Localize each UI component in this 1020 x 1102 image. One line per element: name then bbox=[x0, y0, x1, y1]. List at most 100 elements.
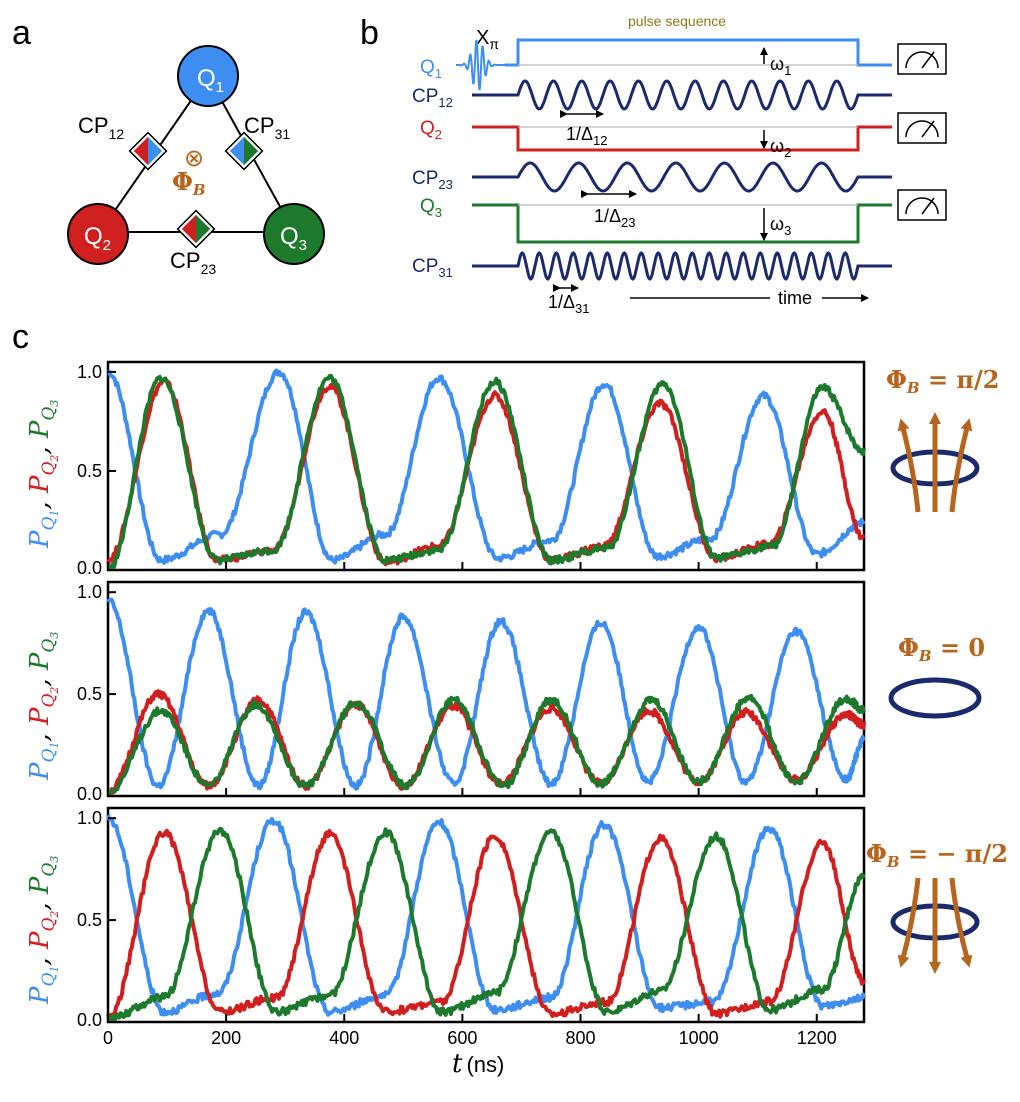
ytick-label-middle: 0.0 bbox=[77, 784, 102, 804]
ylabel-top-p1: P bbox=[25, 530, 55, 549]
ytick-label-bottom: 0.5 bbox=[77, 910, 102, 930]
cp23-wave bbox=[472, 161, 892, 193]
omega2-sub: 2 bbox=[784, 145, 791, 160]
ylabel-mid-n1: 1 bbox=[48, 742, 61, 749]
q3-sequence bbox=[472, 203, 892, 244]
ylabel-bot-comma1: , bbox=[25, 949, 55, 966]
xtick-label: 200 bbox=[211, 1028, 241, 1048]
series-bottom-p-q3 bbox=[106, 826, 866, 1023]
q1-sub: 1 bbox=[216, 79, 224, 96]
svg-text:CP23: CP23 bbox=[170, 248, 216, 277]
qubit-q1: Q1 bbox=[177, 45, 239, 107]
cp23-sub: 23 bbox=[201, 261, 217, 277]
panel-c: c 0.0 0.5 1.0 0.0 0.5 1.0 0.0 0.5 1.0 0 200 400 600 8… bbox=[12, 318, 1008, 1079]
ylabel-mid-q3: Q bbox=[39, 639, 59, 653]
row-cp31-sub: 31 bbox=[438, 265, 452, 280]
ylabel-mid-comma2: , bbox=[25, 670, 55, 687]
svg-text:t(ns): t (ns) bbox=[452, 1049, 504, 1079]
series-top-p-q1 bbox=[107, 368, 866, 565]
period23-sub: 23 bbox=[621, 215, 635, 230]
qubit-q3: Q3 bbox=[263, 203, 325, 265]
row-q2-sub: 2 bbox=[435, 127, 442, 142]
svg-text:CP12: CP12 bbox=[412, 86, 453, 110]
flux-symbol: ⊗ bbox=[184, 144, 204, 172]
ylabel-bot-q3: Q bbox=[39, 863, 59, 877]
meter-icon-q1 bbox=[897, 43, 947, 75]
ylabel-bot-p1: P bbox=[25, 986, 55, 1005]
period31-label: 1/Δ bbox=[548, 292, 575, 312]
row-cp12-sub: 12 bbox=[438, 95, 452, 110]
cp31-label: CP bbox=[244, 113, 275, 138]
ylabel-bot-p3: P bbox=[25, 876, 55, 895]
xlabel-unit: (ns) bbox=[466, 1052, 504, 1077]
cp12-wave bbox=[472, 79, 892, 111]
sequence-title: pulse sequence bbox=[628, 13, 726, 29]
omega3-sub: 3 bbox=[784, 223, 791, 238]
cp12-label: CP bbox=[78, 113, 109, 138]
ylabel-mid-p3: P bbox=[25, 652, 55, 671]
ylabel-mid-n2: 2 bbox=[48, 687, 61, 695]
time-label: time bbox=[778, 288, 812, 308]
flux-down-icon bbox=[890, 877, 980, 974]
svg-text:CP31: CP31 bbox=[412, 256, 453, 280]
plot-area: 0.0 0.5 1.0 0.0 0.5 1.0 0.0 0.5 1.0 0 200 400 600 800… bbox=[77, 362, 866, 1048]
ytick-label-bottom: 0.0 bbox=[77, 1010, 102, 1030]
ylabel-mid-p1: P bbox=[25, 762, 55, 781]
svg-text:Xπ: Xπ bbox=[476, 27, 499, 52]
ytick-label-top: 1.0 bbox=[77, 362, 102, 382]
flux-up-icon bbox=[890, 412, 980, 513]
flux-cond-top-rhs: = π/2 bbox=[920, 365, 1000, 394]
ytick-label-top: 0.5 bbox=[77, 461, 102, 481]
cp23-label: CP bbox=[170, 248, 201, 273]
flux-label: Φ bbox=[172, 167, 193, 196]
row-q2-label: Q bbox=[420, 118, 435, 139]
row-q1-label: Q bbox=[420, 57, 435, 78]
row-cp31-label: CP bbox=[412, 256, 438, 277]
svg-text:Q2: Q2 bbox=[420, 118, 442, 142]
row-cp23-label: CP bbox=[412, 168, 438, 189]
ylabel-bot-n1: 1 bbox=[48, 966, 61, 973]
ytick-label-middle: 0.5 bbox=[77, 684, 102, 704]
flux-zero-icon bbox=[888, 677, 982, 719]
ylabel-top-p2: P bbox=[25, 475, 55, 494]
ylabel-mid-q1: Q bbox=[39, 749, 59, 763]
flux-cond-top-sub: B bbox=[906, 379, 920, 397]
ylabel-bot-q2: Q bbox=[39, 918, 59, 932]
series-bottom-p-q1 bbox=[106, 814, 866, 1017]
svg-text:1/Δ12: 1/Δ12 bbox=[566, 124, 608, 148]
panel-letter-c: c bbox=[12, 318, 29, 356]
svg-text:Q1: Q1 bbox=[420, 57, 442, 81]
flux-cond-bot-sub: B bbox=[886, 853, 900, 871]
flux-cond-mid-phi: Φ bbox=[898, 633, 919, 662]
omega3-label: ω bbox=[770, 214, 784, 234]
row-q3-label: Q bbox=[420, 196, 435, 217]
period12-sub: 12 bbox=[593, 133, 607, 148]
q2-sub: 2 bbox=[103, 237, 111, 254]
xtick-label: 0 bbox=[103, 1028, 113, 1048]
meter-icon-q3 bbox=[897, 189, 947, 221]
period12-label: 1/Δ bbox=[566, 124, 593, 144]
omega1-sub: 1 bbox=[784, 63, 791, 78]
svg-text:ω2: ω2 bbox=[770, 136, 791, 160]
row-q1-sub: 1 bbox=[435, 66, 442, 81]
svg-text:PQ1, PQ2, PQ3: PQ1, PQ2, PQ3 bbox=[25, 632, 61, 781]
flux-cond-top-phi: Φ bbox=[886, 365, 907, 394]
panel-b: b pulse sequence Xπ Q1 CP12 Q2 CP23 Q3 C… bbox=[360, 13, 947, 316]
ylabel-middle: PQ1, PQ2, PQ3 bbox=[25, 632, 61, 781]
xtick-label: 800 bbox=[565, 1028, 595, 1048]
xtick-label: 600 bbox=[447, 1028, 477, 1048]
ylabel-mid-n3: 3 bbox=[48, 632, 61, 639]
ylabel-bot-comma2: , bbox=[25, 894, 55, 911]
ylabel-top-q3: Q bbox=[39, 407, 59, 421]
chart-frame-middle bbox=[106, 580, 866, 798]
panel-a: a Q1 Q2 Q3 bbox=[12, 14, 325, 277]
svg-text:CP31: CP31 bbox=[244, 113, 290, 142]
ylabel-bot-p2: P bbox=[25, 931, 55, 950]
row-q3-sub: 3 bbox=[435, 205, 442, 220]
q3-label: Q bbox=[280, 223, 299, 250]
q2-sequence bbox=[472, 125, 892, 152]
svg-text:1/Δ31: 1/Δ31 bbox=[548, 292, 590, 316]
ylabel-mid-p2: P bbox=[25, 707, 55, 726]
q1-label: Q bbox=[197, 65, 216, 92]
